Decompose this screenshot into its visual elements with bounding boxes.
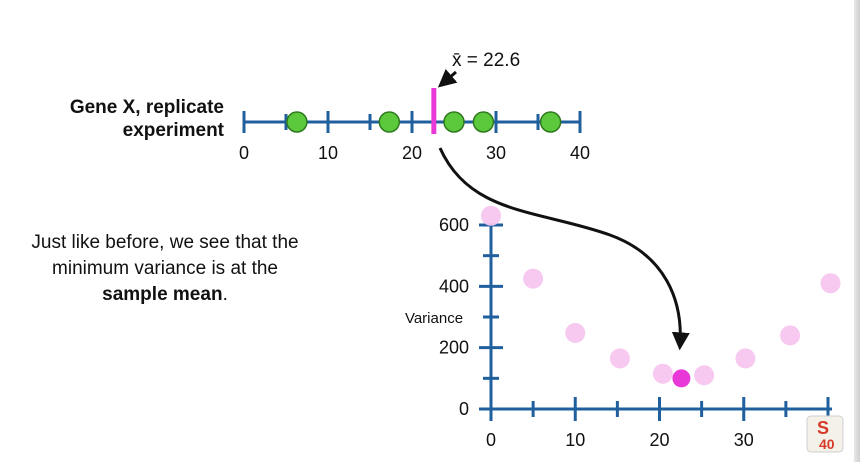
- variance-point: [820, 273, 841, 294]
- y-tick-label: 600: [439, 215, 469, 235]
- data-point: [286, 111, 308, 133]
- number-line: 0 10 20 30 40: [239, 88, 590, 163]
- curved-arrow: [438, 147, 690, 351]
- variance-point: [481, 205, 501, 226]
- number-line-tick-label: 0: [239, 143, 249, 163]
- number-line-tick-label: 40: [570, 143, 590, 163]
- window-edge: [854, 0, 860, 462]
- variance-point: [652, 363, 673, 384]
- channel-logo: S 40: [806, 415, 844, 453]
- y-tick-label: 200: [439, 338, 469, 358]
- variance-point: [694, 365, 715, 386]
- caption: Just like before, we see that the minimu…: [20, 230, 310, 308]
- number-line-tick-label: 10: [318, 143, 338, 163]
- x-tick-label: 10: [565, 430, 585, 450]
- data-point: [472, 111, 495, 133]
- gene-label-line2: experiment: [122, 120, 224, 141]
- variance-point: [565, 322, 586, 343]
- gene-label-line1: Gene X, replicate: [69, 97, 224, 118]
- data-point: [443, 111, 465, 133]
- svg-text:S: S: [817, 418, 829, 438]
- svg-text:40: 40: [819, 436, 835, 452]
- x-tick-label: 30: [734, 430, 754, 450]
- variance-scatter-plot: 0102030400200400600: [439, 205, 841, 450]
- mean-pointer-arrow: [437, 68, 458, 88]
- caption-text: Just like before, we see that the minimu…: [31, 232, 299, 279]
- caption-bold: sample mean: [102, 284, 223, 305]
- data-point: [539, 111, 562, 133]
- gene-label: Gene X, replicate experiment: [4, 96, 224, 142]
- x-tick-label: 0: [486, 430, 496, 450]
- data-point: [378, 111, 401, 133]
- y-tick-label: 400: [439, 276, 469, 296]
- x-tick-label: 20: [649, 430, 669, 450]
- minimum-variance-point: [672, 369, 691, 388]
- variance-point: [609, 348, 630, 369]
- sample-mean-label: x̄ = 22.6: [452, 50, 520, 71]
- number-line-tick-label: 30: [486, 143, 506, 163]
- y-axis-title: Variance: [405, 310, 463, 327]
- y-tick-label: 0: [459, 399, 469, 419]
- variance-point: [523, 268, 544, 289]
- variance-point: [735, 348, 756, 369]
- number-line-tick-label: 20: [402, 143, 422, 163]
- variance-point: [780, 325, 801, 346]
- caption-end: .: [222, 284, 228, 305]
